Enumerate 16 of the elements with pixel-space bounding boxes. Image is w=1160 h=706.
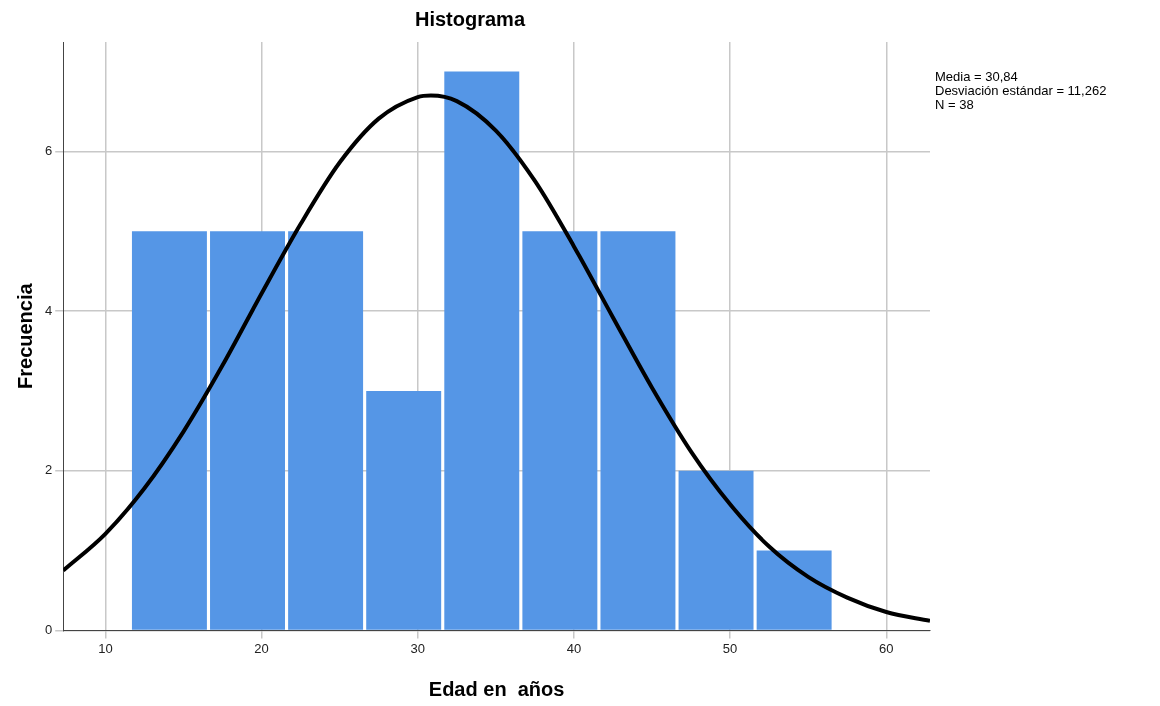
x-axis-title: Edad en años xyxy=(428,677,565,700)
y-tick-label: 4 xyxy=(45,302,53,318)
x-tick-label: 30 xyxy=(410,640,425,656)
text: Media = 30,84 xyxy=(935,69,1019,84)
x-tick-label: 40 xyxy=(566,640,582,656)
y-tick-label: 0 xyxy=(45,621,53,637)
text: Desviación estándar = 11,262 xyxy=(935,83,1107,98)
x-tick-label: 60 xyxy=(879,640,894,656)
y-tick-label: 2 xyxy=(45,462,53,478)
x-tick-label: 50 xyxy=(722,640,738,656)
text: N = 38 xyxy=(935,97,975,112)
y-tick-label: 6 xyxy=(45,142,53,158)
x-tick-label: 20 xyxy=(254,640,269,656)
y-axis-title: Frecuencia xyxy=(13,282,36,389)
chart-title: Histograma xyxy=(414,7,526,30)
x-tick-label: 10 xyxy=(98,640,113,656)
